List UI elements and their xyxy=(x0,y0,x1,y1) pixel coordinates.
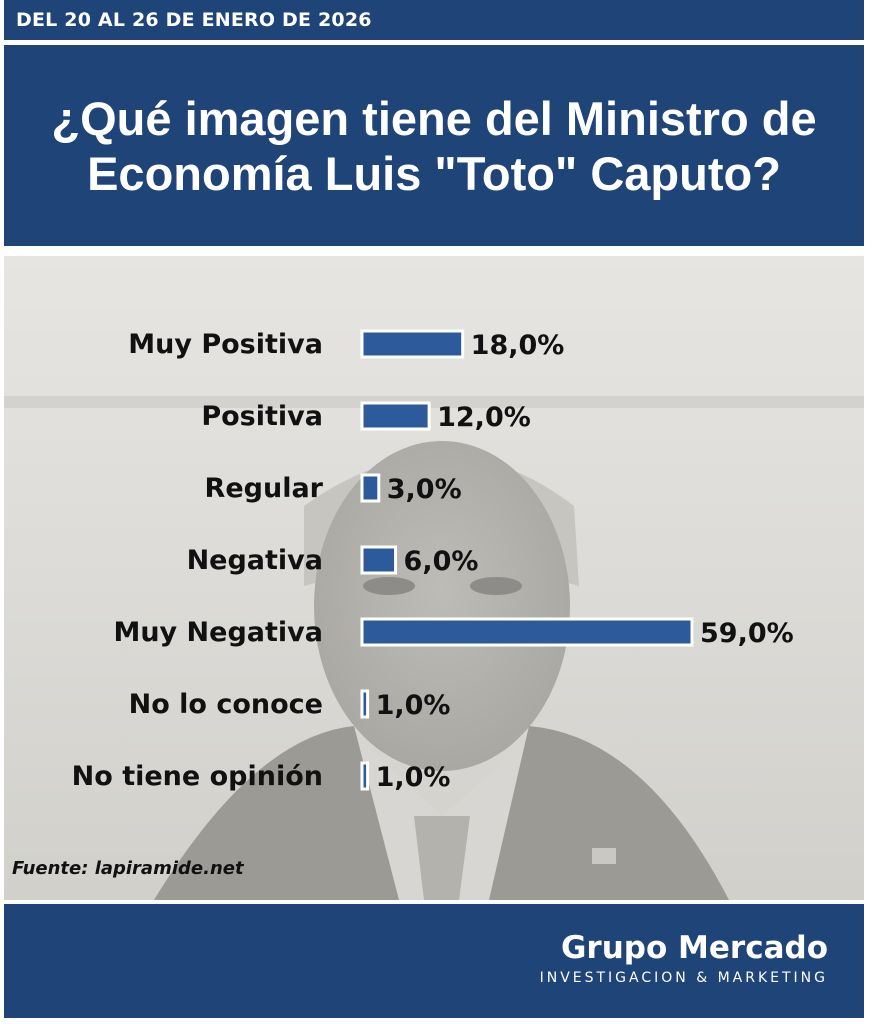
category-label: No tiene opinión xyxy=(72,761,323,792)
brand-logo-text: Grupo Mercado xyxy=(560,930,828,966)
bar xyxy=(360,545,398,575)
footer-banner: Grupo Mercado INVESTIGACION & MARKETING xyxy=(4,904,864,1018)
value-label: 12,0% xyxy=(437,402,531,433)
bar xyxy=(360,401,431,431)
value-label: 18,0% xyxy=(471,330,565,361)
value-label: 1,0% xyxy=(376,762,451,793)
bar xyxy=(360,689,370,719)
date-range-header: DEL 20 AL 26 DE ENERO DE 2026 xyxy=(4,0,864,40)
category-label: Regular xyxy=(205,473,324,504)
category-label: Negativa xyxy=(187,545,323,576)
category-label: Muy Negativa xyxy=(113,617,323,648)
bar xyxy=(360,329,465,359)
value-label: 59,0% xyxy=(700,618,794,649)
bar xyxy=(360,473,381,503)
bar xyxy=(360,761,370,791)
value-label: 6,0% xyxy=(404,546,479,577)
category-label: Muy Positiva xyxy=(128,329,323,360)
value-label: 3,0% xyxy=(387,474,462,505)
title-banner: ¿Qué imagen tiene del Ministro de Econom… xyxy=(4,45,864,246)
category-label: Positiva xyxy=(201,401,323,432)
bar-chart: Muy Positiva 18,0% Positiva 12,0% Regular 3,0… xyxy=(72,329,794,793)
source-note: Fuente: lapiramide.net xyxy=(12,858,244,879)
brand-tagline: INVESTIGACION & MARKETING xyxy=(539,970,828,986)
chart-title: ¿Qué imagen tiene del Ministro de Econom… xyxy=(51,91,817,200)
bar xyxy=(360,617,694,647)
value-label: 1,0% xyxy=(376,690,451,721)
category-label: No lo conoce xyxy=(129,689,323,720)
